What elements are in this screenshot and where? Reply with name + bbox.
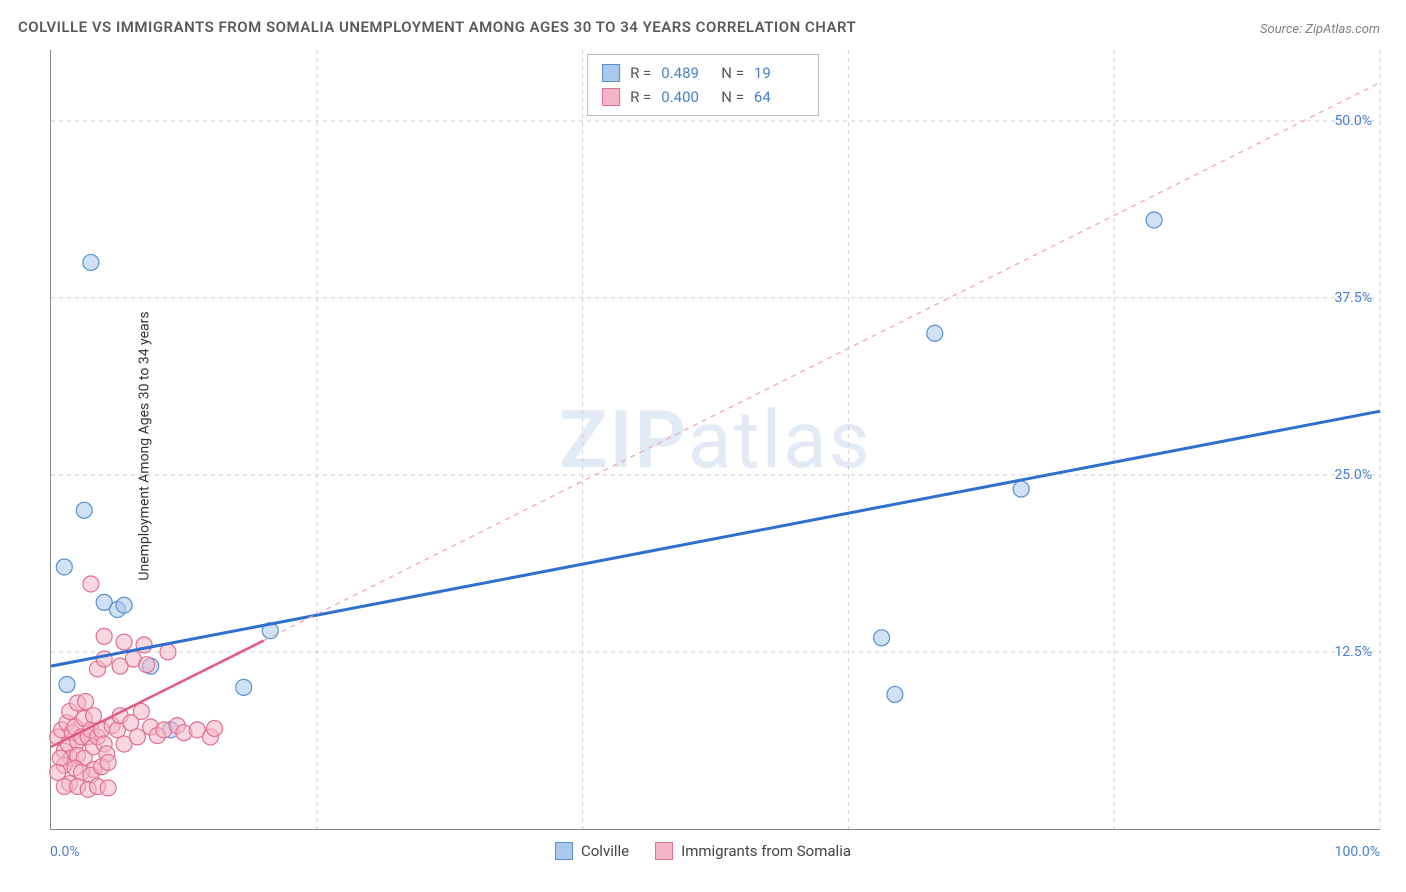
data-point-somalia (86, 708, 102, 724)
data-point-colville (76, 502, 92, 518)
data-point-somalia (100, 754, 116, 770)
data-point-somalia (96, 628, 112, 644)
data-point-colville (874, 630, 890, 646)
source-text: Source: ZipAtlas.com (1260, 22, 1380, 37)
data-point-somalia (78, 694, 94, 710)
legend-row-colville: R = 0.489 N = 19 (602, 61, 804, 85)
y-tick-label: 37.5% (1334, 290, 1372, 306)
swatch-colville (555, 842, 573, 860)
data-point-colville (56, 559, 72, 575)
data-point-colville (236, 679, 252, 695)
data-point-somalia (50, 764, 66, 780)
n-value-somalia: 64 (754, 85, 804, 109)
data-point-colville (887, 686, 903, 702)
trend-line-colville (51, 411, 1380, 666)
y-tick-label: 50.0% (1334, 113, 1372, 129)
data-point-colville (116, 597, 132, 613)
swatch-somalia (655, 842, 673, 860)
data-point-colville (1013, 481, 1029, 497)
data-point-somalia (206, 720, 222, 736)
r-value-somalia: 0.400 (661, 85, 711, 109)
data-point-somalia (52, 750, 68, 766)
n-label: N = (721, 61, 744, 85)
data-point-somalia (116, 634, 132, 650)
legend-label-colville: Colville (581, 842, 629, 860)
data-point-somalia (100, 780, 116, 796)
swatch-colville (602, 64, 620, 82)
data-point-somalia (129, 729, 145, 745)
r-label: R = (630, 61, 651, 85)
legend-row-somalia: R = 0.400 N = 64 (602, 85, 804, 109)
n-value-colville: 19 (754, 61, 804, 85)
y-tick-label: 12.5% (1334, 644, 1372, 660)
data-point-somalia (139, 657, 155, 673)
data-point-somalia (160, 644, 176, 660)
r-value-colville: 0.489 (661, 61, 711, 85)
data-point-somalia (83, 576, 99, 592)
legend-item-colville: Colville (555, 842, 629, 860)
data-point-colville (83, 254, 99, 270)
data-point-colville (927, 325, 943, 341)
r-label: R = (630, 85, 651, 109)
data-point-colville (59, 677, 75, 693)
legend-series: Colville Immigrants from Somalia (555, 842, 851, 860)
x-tick-max: 100.0% (1335, 844, 1380, 860)
legend-item-somalia: Immigrants from Somalia (655, 842, 851, 860)
plot-area: ZIPatlas 12.5%25.0%37.5%50.0% (50, 50, 1380, 830)
x-tick-min: 0.0% (50, 844, 80, 860)
n-label: N = (721, 85, 744, 109)
legend-correlation-box: R = 0.489 N = 19 R = 0.400 N = 64 (587, 54, 819, 116)
scatter-plot-svg (51, 50, 1380, 829)
y-tick-label: 25.0% (1334, 467, 1372, 483)
chart-title: COLVILLE VS IMMIGRANTS FROM SOMALIA UNEM… (18, 18, 856, 36)
legend-label-somalia: Immigrants from Somalia (681, 842, 851, 860)
swatch-somalia (602, 88, 620, 106)
data-point-colville (1146, 212, 1162, 228)
trend-extend-somalia (264, 83, 1380, 641)
